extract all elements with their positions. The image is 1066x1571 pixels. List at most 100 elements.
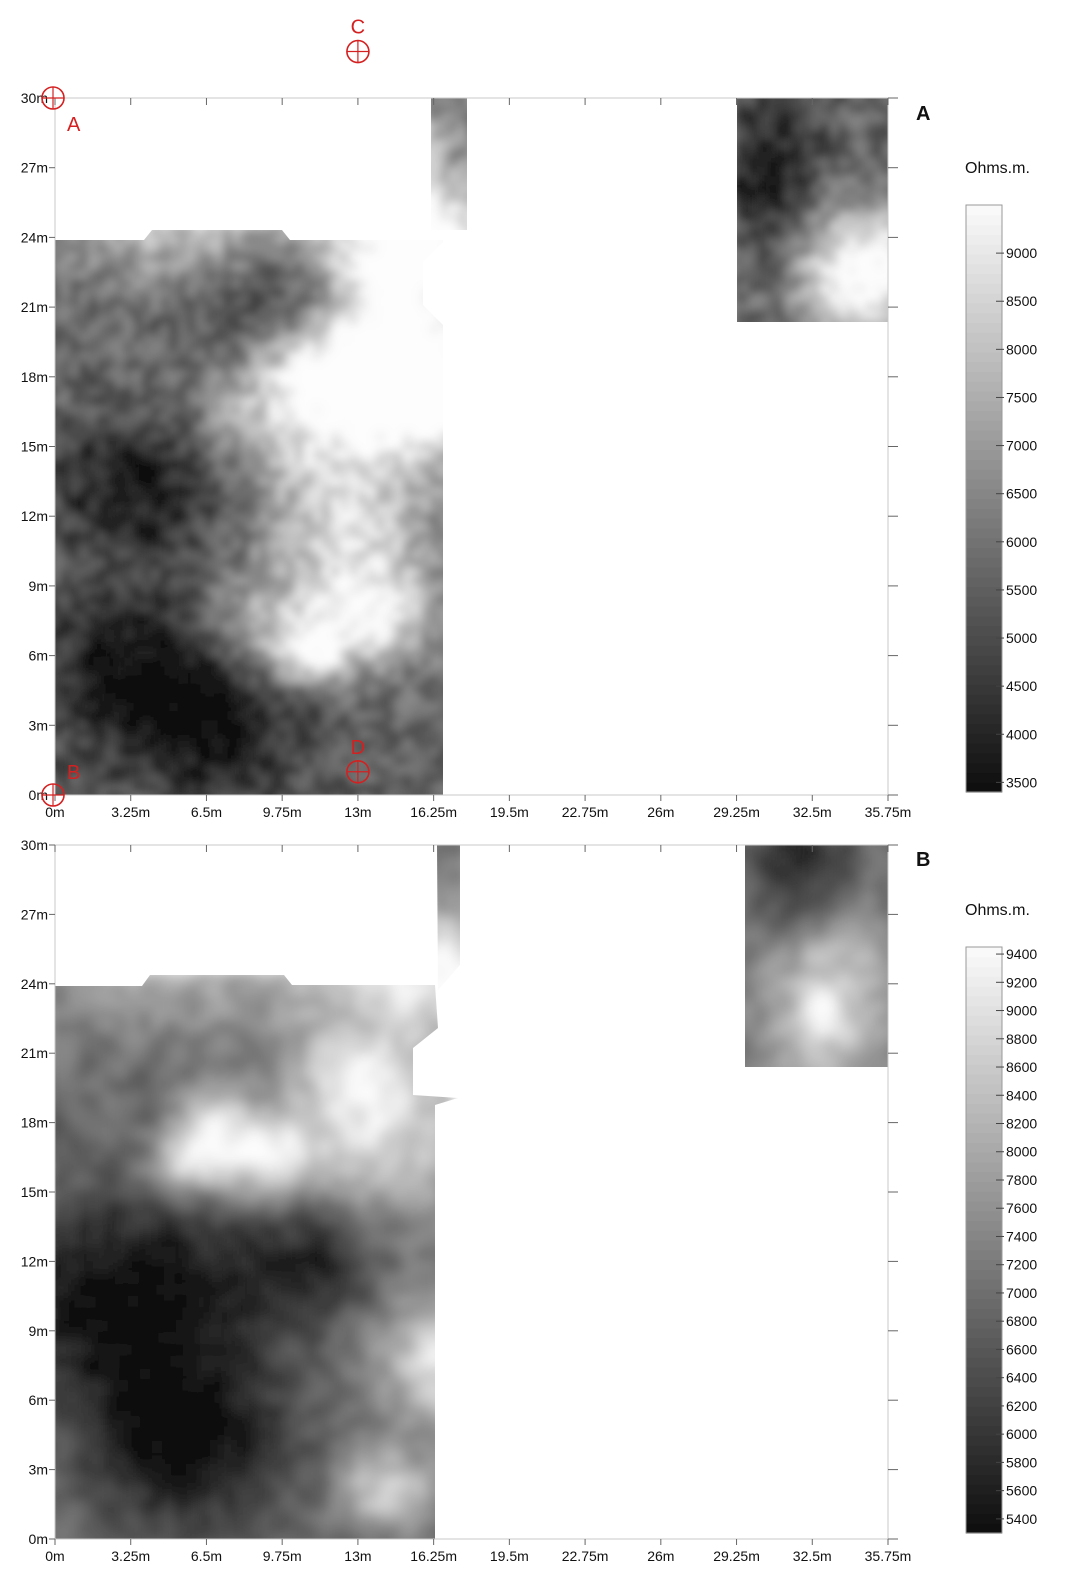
heatmap-cell: [232, 540, 242, 551]
heatmap-cell: [448, 387, 458, 397]
heatmap-cell: [232, 414, 242, 425]
heatmap-cell: [133, 387, 143, 398]
heatmap-cell: [757, 266, 768, 276]
heatmap-cell: [142, 315, 152, 326]
heatmap-cell: [187, 396, 197, 407]
heatmap-cell: [187, 243, 197, 254]
heatmap-cell: [766, 266, 777, 276]
heatmap-cell: [214, 351, 224, 362]
colorbar-segment: [966, 410, 1002, 421]
heatmap-cell: [340, 729, 350, 740]
heatmap-cell: [340, 270, 350, 281]
heatmap-cell: [322, 639, 332, 650]
y-tick-label: 15m: [21, 439, 48, 455]
heatmap-cell: [97, 711, 107, 722]
heatmap-cell: [79, 675, 89, 686]
heatmap-cell: [448, 423, 458, 433]
heatmap-cell: [874, 158, 885, 168]
heatmap-cell: [439, 995, 452, 1009]
heatmap-cell: [403, 288, 413, 299]
heatmap-cell: [79, 1343, 92, 1357]
heatmap-cell: [775, 194, 786, 204]
heatmap-cell: [277, 243, 287, 254]
heatmap-cell: [307, 1031, 320, 1045]
heatmap-cell: [151, 1187, 164, 1201]
heatmap-cell: [196, 756, 206, 767]
heatmap-cell: [376, 279, 386, 290]
heatmap-cell: [793, 194, 804, 204]
heatmap-cell: [775, 311, 786, 321]
heatmap-cell: [286, 558, 296, 569]
heatmap-cell: [187, 531, 197, 542]
heatmap-cell: [313, 522, 323, 533]
heatmap-cell: [331, 684, 341, 695]
x-tick-label: 13m: [344, 804, 371, 820]
heatmap-cell: [214, 729, 224, 740]
heatmap-cell: [295, 729, 305, 740]
heatmap-cell: [322, 540, 332, 551]
heatmap-cell: [757, 122, 768, 132]
heatmap-cell: [61, 387, 71, 398]
heatmap-cell: [385, 738, 395, 749]
heatmap-cell: [448, 261, 458, 271]
heatmap-cell: [70, 261, 80, 272]
heatmap-cell: [448, 405, 458, 415]
heatmap-cell: [142, 576, 152, 587]
heatmap-cell: [430, 774, 440, 785]
heatmap-cell: [376, 342, 386, 353]
heatmap-cell: [295, 1271, 308, 1285]
heatmap-cell: [385, 396, 395, 407]
heatmap-cell: [439, 360, 443, 371]
heatmap-cell: [91, 995, 104, 1009]
heatmap-cell: [259, 639, 269, 650]
colorbar-segment: [966, 293, 1002, 304]
colorbar-segment: [966, 214, 1002, 226]
heatmap-cell: [430, 459, 440, 470]
heatmap-cell: [103, 1283, 116, 1297]
heatmap-cell: [892, 311, 902, 321]
heatmap-cell: [295, 639, 305, 650]
heatmap-cell: [439, 1223, 452, 1237]
heatmap-cell: [737, 140, 741, 150]
heatmap-cell: [151, 279, 161, 290]
heatmap-cell: [286, 639, 296, 650]
heatmap-cell: [247, 1115, 260, 1129]
heatmap-cell: [70, 234, 80, 245]
heatmap-cell: [403, 495, 413, 506]
heatmap-cell: [223, 405, 233, 416]
heatmap-cell: [343, 1043, 356, 1057]
heatmap-cell: [340, 648, 350, 659]
heatmap-cell: [139, 1283, 152, 1297]
heatmap-cell: [214, 495, 224, 506]
heatmap-cell: [232, 230, 242, 236]
heatmap-cell: [277, 351, 287, 362]
heatmap-cell: [430, 279, 440, 290]
heatmap-cell: [205, 522, 215, 533]
heatmap-cell: [358, 297, 368, 308]
heatmap-cell: [250, 792, 260, 795]
heatmap-cell: [187, 612, 197, 623]
heatmap-cell: [106, 369, 116, 380]
heatmap-cell: [247, 1055, 260, 1069]
heatmap-cell: [247, 1175, 260, 1189]
heatmap-cell: [70, 324, 80, 335]
heatmap-cell: [241, 756, 251, 767]
heatmap-cell: [739, 311, 750, 321]
heatmap-cell: [304, 270, 314, 281]
heatmap-cell: [343, 1319, 356, 1333]
heatmap-cell: [793, 248, 804, 258]
heatmap-cell: [43, 603, 53, 613]
heatmap-cell: [343, 1115, 356, 1129]
heatmap-cell: [169, 738, 179, 749]
heatmap-cell: [838, 86, 848, 96]
heatmap-cell: [223, 279, 233, 290]
heatmap-cell: [286, 540, 296, 551]
heatmap-cell: [412, 333, 422, 344]
heatmap-cell: [448, 612, 458, 622]
heatmap-cell: [259, 531, 269, 542]
heatmap-cell: [856, 230, 867, 240]
heatmap-cell: [283, 1103, 296, 1117]
heatmap-cell: [340, 486, 350, 497]
heatmap-cell: [304, 585, 314, 596]
heatmap-cell: [223, 1295, 236, 1309]
